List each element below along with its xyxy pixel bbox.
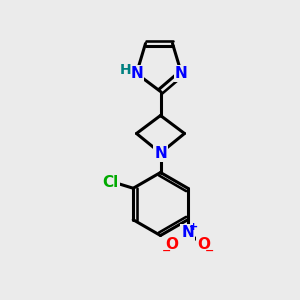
- Text: N: N: [154, 146, 167, 160]
- Text: N: N: [182, 225, 194, 240]
- Text: −: −: [205, 246, 214, 256]
- Text: N: N: [130, 66, 143, 81]
- Text: +: +: [189, 222, 198, 232]
- Text: O: O: [166, 238, 179, 253]
- Text: Cl: Cl: [103, 175, 119, 190]
- Text: −: −: [161, 246, 171, 256]
- Text: H: H: [119, 63, 131, 77]
- Text: O: O: [197, 238, 210, 253]
- Text: N: N: [175, 66, 188, 81]
